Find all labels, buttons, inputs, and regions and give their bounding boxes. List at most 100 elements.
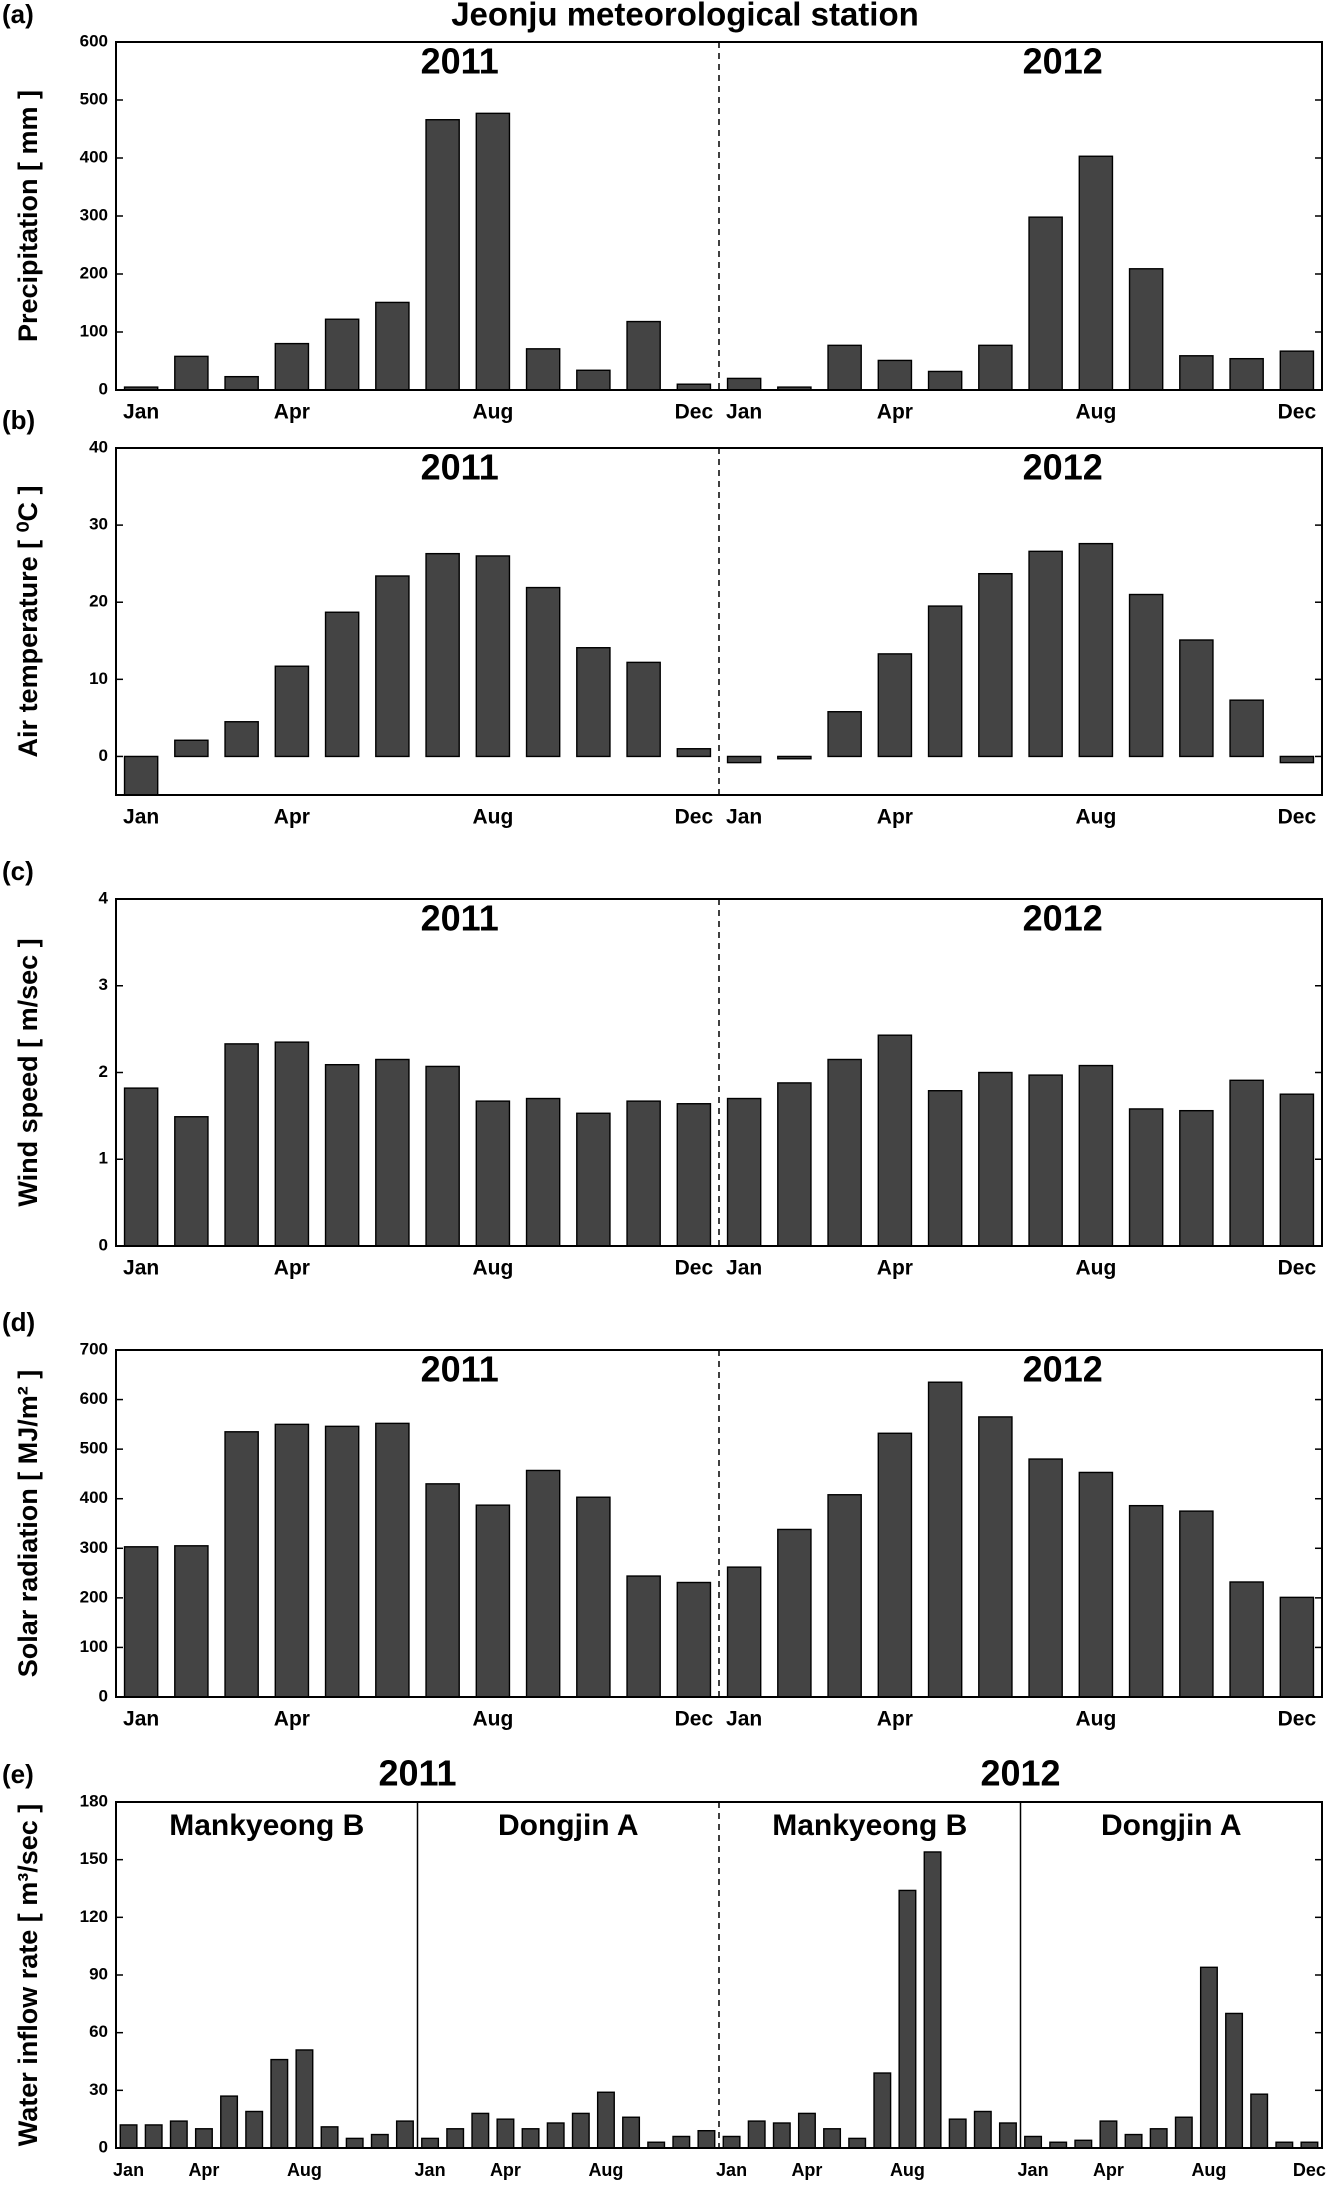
bar xyxy=(777,1082,812,1247)
bar xyxy=(827,711,862,758)
bar xyxy=(1128,268,1164,391)
year-label: 2011 xyxy=(378,1753,456,1794)
bar xyxy=(626,1100,661,1247)
bar xyxy=(676,1581,712,1698)
bar xyxy=(224,721,259,758)
bar xyxy=(375,1058,410,1247)
y-tick-label: 600 xyxy=(80,1389,108,1408)
bar xyxy=(345,2137,364,2149)
y-tick-label: 3 xyxy=(99,975,108,994)
x-tick-label: Apr xyxy=(791,2160,822,2180)
x-tick-label: Apr xyxy=(188,2160,219,2180)
y-tick-label: 20 xyxy=(89,592,108,611)
bar xyxy=(274,1041,310,1247)
y-tick-label: 60 xyxy=(89,2022,108,2041)
y-tick-label: 30 xyxy=(89,2080,108,2099)
x-tick-label: Dec xyxy=(675,401,714,424)
y-axis-label: Precipitation [ mm ] xyxy=(13,90,43,342)
y-tick-label: 300 xyxy=(80,1538,108,1557)
bar xyxy=(119,2124,138,2149)
panel-label: (a) xyxy=(2,0,34,29)
bar xyxy=(274,665,310,758)
x-tick-label: Aug xyxy=(1075,806,1116,829)
bar xyxy=(576,369,611,391)
y-tick-label: 500 xyxy=(80,1439,108,1458)
y-tick-label: 200 xyxy=(80,1587,108,1606)
bar xyxy=(525,1469,561,1698)
panel-label: (e) xyxy=(2,1759,34,1789)
y-tick-label: 400 xyxy=(80,147,108,166)
bar xyxy=(1229,699,1264,758)
y-tick-label: 10 xyxy=(89,669,108,688)
x-tick-label: Dec xyxy=(675,806,714,829)
x-tick-label: Aug xyxy=(890,2160,925,2180)
y-tick-label: 600 xyxy=(80,31,108,50)
bar xyxy=(1229,357,1264,391)
bar xyxy=(245,2110,264,2149)
year-label: 2011 xyxy=(421,1349,499,1390)
group-label: Mankyeong B xyxy=(772,1809,967,1842)
bar xyxy=(726,1097,762,1247)
bar xyxy=(1078,1064,1114,1247)
bar xyxy=(174,1116,209,1247)
bar xyxy=(626,661,661,758)
x-tick-label: Jan xyxy=(726,401,762,424)
x-tick-label: Jan xyxy=(123,401,159,424)
bar xyxy=(546,2122,565,2149)
x-tick-label: Aug xyxy=(472,401,513,424)
bar xyxy=(1074,2139,1093,2149)
bar xyxy=(823,2128,842,2149)
bar xyxy=(224,375,259,391)
bar xyxy=(1279,1596,1315,1698)
y-tick-label: 0 xyxy=(99,1235,108,1254)
group-label: Mankyeong B xyxy=(169,1809,364,1842)
y-tick-label: 300 xyxy=(80,205,108,224)
x-tick-label: Apr xyxy=(877,401,913,424)
bar xyxy=(797,2112,816,2149)
year-label: 2012 xyxy=(1023,1349,1103,1390)
bar xyxy=(1024,2135,1043,2149)
year-label: 2012 xyxy=(980,1753,1060,1794)
bar xyxy=(375,1422,410,1698)
bar xyxy=(848,2137,867,2149)
bar xyxy=(576,1496,611,1698)
bar xyxy=(676,748,712,758)
year-label: 2011 xyxy=(421,447,499,488)
bar xyxy=(425,119,460,391)
bar xyxy=(425,1065,460,1247)
bar xyxy=(726,1566,762,1698)
bar xyxy=(877,359,913,391)
x-tick-label: Aug xyxy=(472,1257,513,1280)
bar xyxy=(1279,1093,1315,1247)
bar xyxy=(324,1063,360,1247)
bar xyxy=(274,1423,310,1698)
bar xyxy=(1179,1109,1214,1247)
bar xyxy=(446,2128,465,2149)
bar xyxy=(1179,1510,1214,1698)
x-tick-label: Apr xyxy=(490,2160,521,2180)
x-tick-label: Jan xyxy=(123,1708,159,1731)
bar xyxy=(194,2128,213,2149)
bar xyxy=(525,1097,561,1247)
plot-frame xyxy=(115,1349,1323,1698)
x-tick-label: Aug xyxy=(472,806,513,829)
bar xyxy=(576,1112,611,1247)
bar xyxy=(123,1546,159,1698)
x-tick-label: Dec xyxy=(1278,1708,1317,1731)
y-tick-label: 0 xyxy=(99,379,108,398)
year-label: 2011 xyxy=(421,41,499,82)
y-tick-label: 180 xyxy=(80,1791,108,1810)
bar xyxy=(827,1494,862,1698)
y-tick-label: 100 xyxy=(80,1637,108,1656)
bar xyxy=(224,1431,259,1698)
x-tick-label: Jan xyxy=(1018,2160,1049,2180)
bar xyxy=(927,1381,963,1698)
bar xyxy=(1128,1504,1164,1698)
x-tick-label: Aug xyxy=(1075,401,1116,424)
year-label: 2012 xyxy=(1023,898,1103,939)
y-axis-label: Solar radiation [ MJ/m² ] xyxy=(13,1370,43,1678)
year-label: 2011 xyxy=(421,898,499,939)
panel-label: (d) xyxy=(2,1307,35,1337)
bar xyxy=(1279,755,1315,764)
x-tick-label: Jan xyxy=(716,2160,747,2180)
